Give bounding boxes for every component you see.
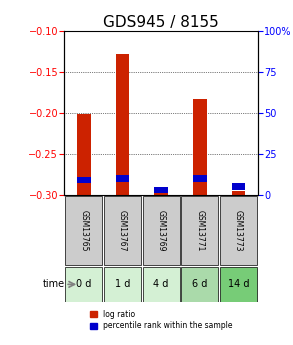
Text: 14 d: 14 d (228, 279, 249, 289)
Bar (77, 177, 91, 183)
Text: 4 d: 4 d (154, 279, 169, 289)
Text: GSM13773: GSM13773 (234, 210, 243, 252)
FancyBboxPatch shape (220, 267, 257, 302)
FancyBboxPatch shape (181, 196, 218, 265)
Bar (77, 114, 91, 195)
Bar (154, 193, 168, 195)
Text: GSM13769: GSM13769 (157, 210, 166, 252)
Legend: log ratio, percentile rank within the sample: log ratio, percentile rank within the sa… (90, 310, 233, 330)
Title: GDS945 / 8155: GDS945 / 8155 (103, 15, 219, 30)
FancyBboxPatch shape (104, 196, 141, 265)
Text: 0 d: 0 d (76, 279, 91, 289)
Text: 6 d: 6 d (192, 279, 207, 289)
FancyBboxPatch shape (143, 267, 180, 302)
Bar (193, 175, 207, 182)
Bar (232, 183, 245, 190)
Bar (154, 187, 168, 193)
Bar (193, 99, 207, 195)
Text: GSM13765: GSM13765 (79, 210, 88, 252)
FancyBboxPatch shape (143, 196, 180, 265)
FancyBboxPatch shape (104, 267, 141, 302)
Text: GSM13767: GSM13767 (118, 210, 127, 252)
FancyBboxPatch shape (65, 267, 102, 302)
Bar (116, 175, 129, 182)
FancyBboxPatch shape (65, 196, 102, 265)
Bar (232, 191, 245, 195)
Text: GSM13771: GSM13771 (195, 210, 204, 251)
Text: 1 d: 1 d (115, 279, 130, 289)
Text: time: time (43, 279, 65, 289)
FancyBboxPatch shape (181, 267, 218, 302)
Bar (116, 54, 129, 195)
FancyBboxPatch shape (220, 196, 257, 265)
